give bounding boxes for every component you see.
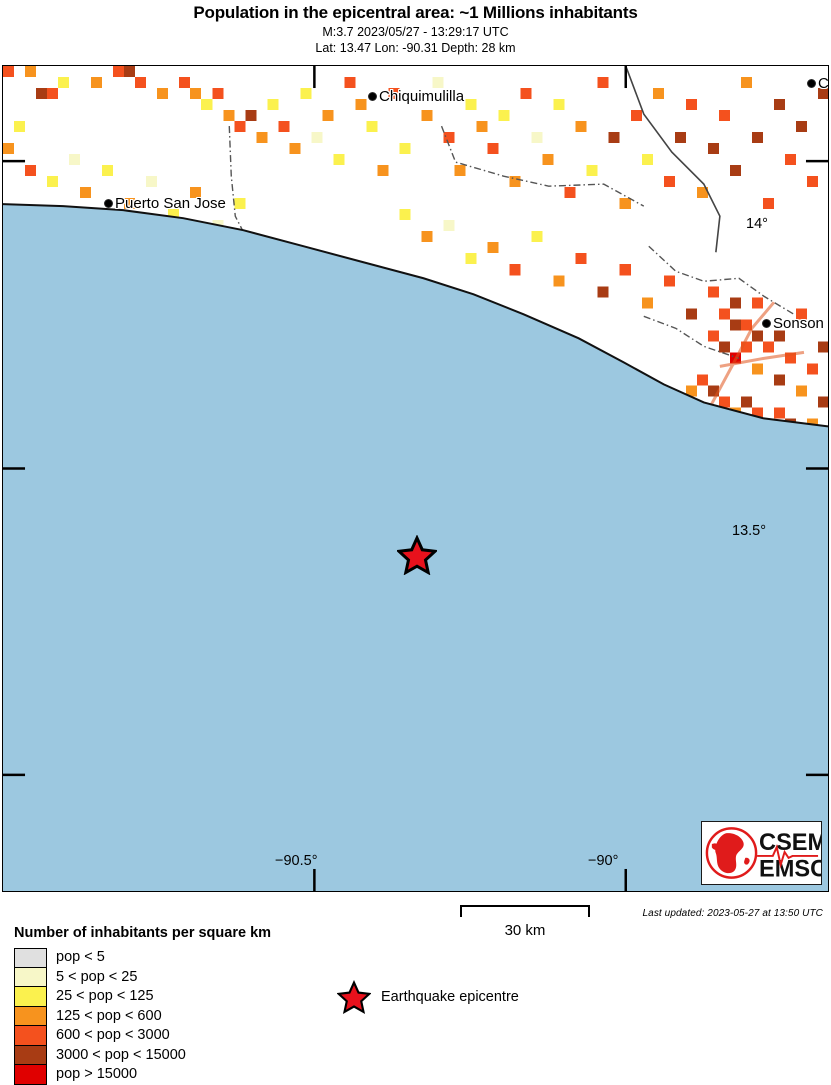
legend-label: pop < 5 — [56, 949, 105, 965]
legend-swatch — [14, 1026, 47, 1046]
legend-swatch — [14, 987, 47, 1007]
legend-item: pop > 15000 — [14, 1065, 186, 1085]
legend-label: 25 < pop < 125 — [56, 988, 154, 1004]
legend-label: 125 < pop < 600 — [56, 1007, 162, 1024]
legend-label: pop > 15000 — [56, 1066, 138, 1082]
page-title: Population in the epicentral area: ~1 Mi… — [193, 3, 638, 22]
svg-text:EMSC: EMSC — [759, 857, 821, 883]
city-dot-icon — [807, 79, 816, 88]
city-dot-icon — [104, 199, 113, 208]
last-updated-text: Last updated: 2023-05-27 at 13:50 UTC — [642, 908, 823, 919]
epicentre-legend-label: Earthquake epicentre — [381, 989, 519, 1005]
map-raster-layer — [3, 66, 828, 891]
event-magnitude-time: M:3.7 2023/05/27 - 13:29:17 UTC — [322, 25, 509, 39]
legend-item: 3000 < pop < 15000 — [14, 1045, 186, 1065]
scalebar-label: 30 km — [504, 922, 546, 939]
city-label: Sonson — [773, 315, 824, 332]
legend-label: 3000 < pop < 15000 — [56, 1046, 186, 1063]
city-label: C — [818, 75, 829, 92]
population-legend: pop < 5 5 < pop < 25 25 < pop < 125 125 … — [14, 948, 186, 1085]
earthquake-epicentre-star-icon — [337, 980, 371, 1014]
city-label: Puerto San Jose — [115, 195, 226, 212]
legend-item: 125 < pop < 600 — [14, 1006, 186, 1026]
legend-label: 600 < pop < 3000 — [56, 1027, 170, 1043]
graticule-label-lat-13-5: 13.5° — [732, 523, 767, 539]
epicentre-legend: Earthquake epicentre — [337, 980, 519, 1014]
legend-swatch — [14, 948, 47, 968]
legend-item: 600 < pop < 3000 — [14, 1026, 186, 1046]
graticule-label-lon-90-5: −90.5° — [275, 853, 318, 869]
legend-swatch — [14, 1065, 47, 1085]
scalebar-bracket-icon — [460, 905, 590, 917]
city-dot-icon — [762, 319, 771, 328]
population-map[interactable]: 14° 13.5° 13° −90.5° −90° Puerto San Jos… — [2, 65, 829, 892]
city-label: Chiquimulilla — [379, 88, 465, 105]
legend-item: 25 < pop < 125 — [14, 987, 186, 1007]
event-location: Lat: 13.47 Lon: -90.31 Depth: 28 km — [315, 41, 516, 55]
emsc-logo[interactable]: CSEM EMSC — [701, 821, 827, 885]
emsc-logo-graphic: CSEM EMSC — [705, 827, 827, 883]
earthquake-epicentre-star-icon[interactable] — [397, 535, 437, 575]
legend-item: pop < 5 — [14, 948, 186, 968]
legend-swatch — [14, 1006, 47, 1026]
legend-label: 5 < pop < 25 — [56, 968, 138, 985]
graticule-label-lat-14: 14° — [746, 216, 768, 232]
map-header: Population in the epicentral area: ~1 Mi… — [0, 0, 831, 60]
svg-text:CSEM: CSEM — [759, 830, 821, 856]
legend-swatch — [14, 967, 47, 987]
map-scalebar: 30 km — [460, 905, 590, 939]
graticule-label-lon-90: −90° — [588, 853, 619, 869]
city-dot-icon — [368, 92, 377, 101]
legend-item: 5 < pop < 25 — [14, 967, 186, 987]
legend-title: Number of inhabitants per square km — [14, 925, 272, 941]
legend-swatch — [14, 1045, 47, 1065]
